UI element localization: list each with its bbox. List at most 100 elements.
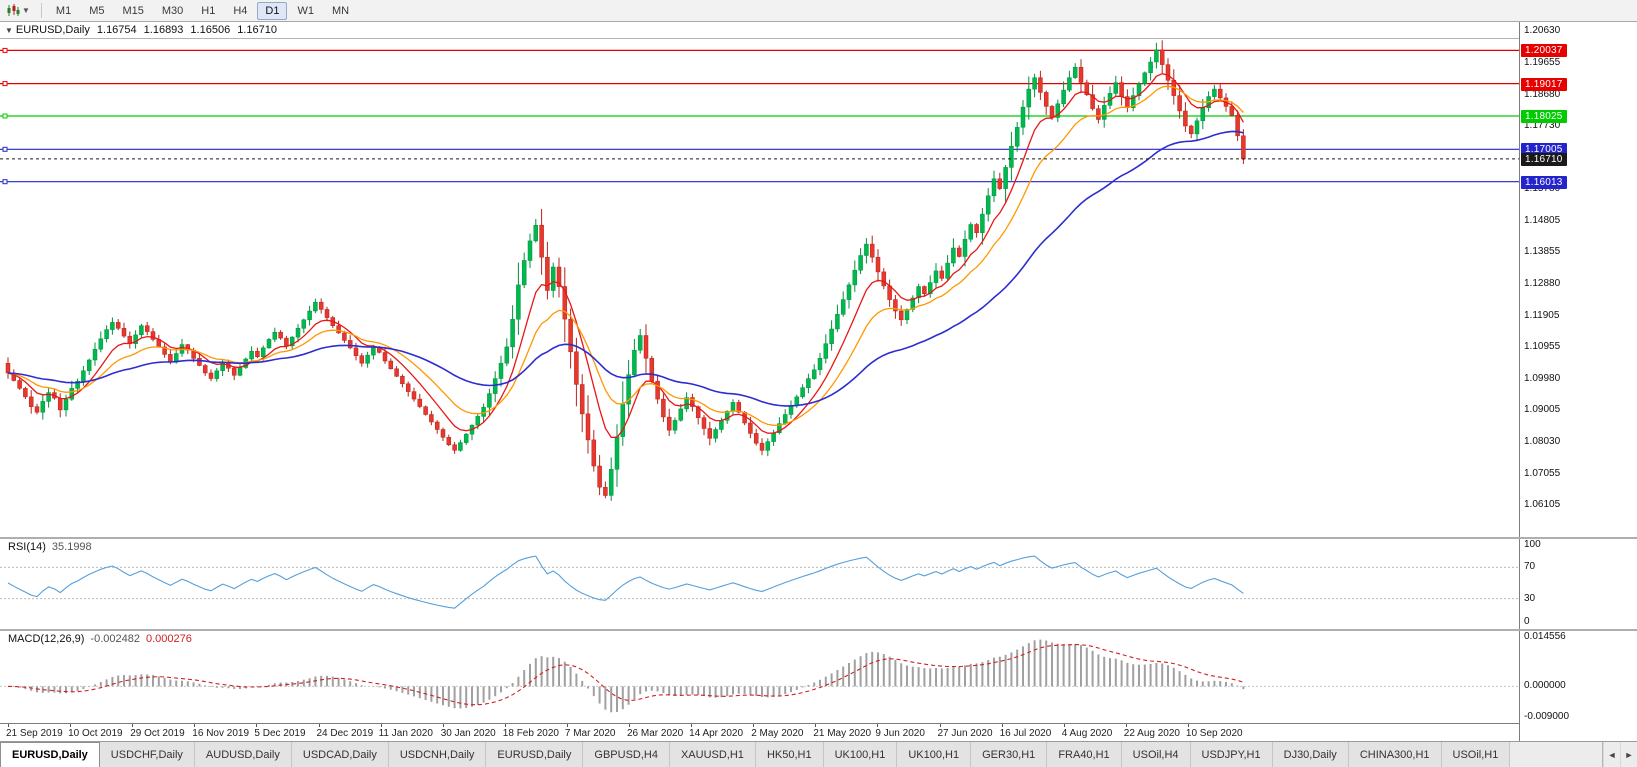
date-tick <box>132 724 134 727</box>
main-chart-plot-area[interactable]: ▼ EURUSD,Daily 1.16754 1.16893 1.16506 1… <box>0 22 1520 537</box>
timeframe-button-M30[interactable]: M30 <box>161 4 184 17</box>
chart-tabs-bar: EURUSD,Daily USDCHF,Daily AUDUSD,Daily USDC… <box>0 741 1637 767</box>
rsi-axis-label: 0 <box>1524 616 1530 627</box>
tab-USDCHF,Daily[interactable]: USDCHF,Daily <box>99 742 195 767</box>
time-axis-row: 21 Sep 2019 10 Oct 2019 29 Oct 2019 16 Nov … <box>0 723 1637 741</box>
tab-GER30,H1[interactable]: GER30,H1 <box>971 742 1048 767</box>
tab-USDCAD,Daily[interactable]: USDCAD,Daily <box>291 742 389 767</box>
timeframe-button-H4[interactable]: H4 <box>233 4 248 17</box>
tab-CHINA300,H1[interactable]: CHINA300,H1 <box>1348 742 1442 767</box>
date-label: 4 Aug 2020 <box>1061 728 1113 739</box>
date-label: 16 Nov 2019 <box>192 728 250 739</box>
price-axis-label: 1.19655 <box>1524 56 1561 68</box>
tab-XAUUSD,H1[interactable]: XAUUSD,H1 <box>669 742 756 767</box>
rsi-axis-label: 30 <box>1524 592 1536 604</box>
pane-splitter-macd[interactable] <box>0 629 1637 631</box>
price-axis-label: 1.15780 <box>1524 183 1561 195</box>
timeframe-button-H1[interactable]: H1 <box>201 4 216 17</box>
price-axis-label: 1.14805 <box>1524 215 1561 227</box>
date-label: 16 Jul 2020 <box>999 728 1052 739</box>
macd-name: MACD(12,26,9) <box>8 633 85 645</box>
ohlc-open-value: 1.16754 <box>96 24 137 36</box>
tab-GBPUSD,H4[interactable]: GBPUSD,H4 <box>583 742 670 767</box>
price-line-badge-1.16013: 1.16013 <box>1521 175 1567 189</box>
time-axis[interactable]: 21 Sep 2019 10 Oct 2019 29 Oct 2019 16 Nov … <box>0 723 1520 741</box>
date-label: 21 Sep 2019 <box>6 728 63 739</box>
date-tick <box>815 724 817 727</box>
tab-HK50,H1[interactable]: HK50,H1 <box>755 742 824 767</box>
rsi-chart[interactable] <box>0 539 1519 629</box>
tab-scroll-right-button[interactable]: ► <box>1620 742 1637 767</box>
tab-USDCNH,Daily[interactable]: USDCNH,Daily <box>388 742 487 767</box>
tab-UK100,H1[interactable]: UK100,H1 <box>823 742 898 767</box>
candlestick-chart[interactable] <box>0 22 1519 537</box>
tab-scroll-left-button[interactable]: ◄ <box>1603 742 1620 767</box>
main-chart-pane: ▼ EURUSD,Daily 1.16754 1.16893 1.16506 1… <box>0 22 1637 537</box>
tab-EURUSD,Daily[interactable]: EURUSD,Daily <box>0 742 100 767</box>
timeframe-button-MN[interactable]: MN <box>331 4 350 17</box>
chart-type-caret-icon[interactable]: ▼ <box>22 6 30 15</box>
date-label: 24 Dec 2019 <box>316 728 374 739</box>
rsi-axis-label: 70 <box>1524 561 1536 573</box>
price-axis-label: 1.09980 <box>1524 372 1561 384</box>
date-tick <box>753 724 755 727</box>
date-tick <box>504 724 506 727</box>
tab-FRA40,H1[interactable]: FRA40,H1 <box>1047 742 1122 767</box>
rsi-axis[interactable]: 100 70 30 0 <box>1520 539 1637 629</box>
price-axis-label: 1.09005 <box>1524 404 1561 416</box>
tab-USOil,H1[interactable]: USOil,H1 <box>1441 742 1511 767</box>
date-tick <box>1187 724 1189 727</box>
date-label: 9 Jun 2020 <box>875 728 925 739</box>
price-line-badge-1.18025: 1.18025 <box>1521 110 1567 124</box>
date-label: 10 Sep 2020 <box>1185 728 1243 739</box>
date-label: 5 Dec 2019 <box>254 728 306 739</box>
date-tick <box>442 724 444 727</box>
timeframe-button-M5[interactable]: M5 <box>89 4 105 17</box>
macd-axis-label: 0.014556 <box>1524 631 1566 642</box>
macd-signal-value: 0.000276 <box>145 633 192 645</box>
macd-axis[interactable]: 0.014556 0.000000 -0.009000 <box>1520 631 1637 723</box>
price-line-badge-1.20037: 1.20037 <box>1521 44 1567 58</box>
rsi-current-value: 35.1998 <box>51 541 92 553</box>
date-tick <box>629 724 630 727</box>
tab-USDJPY,H1[interactable]: USDJPY,H1 <box>1190 742 1273 767</box>
date-label: 26 Mar 2020 <box>627 728 684 739</box>
macd-chart[interactable] <box>0 631 1519 723</box>
chart-symbol-label: EURUSD,Daily <box>15 24 90 36</box>
date-label: 27 Jun 2020 <box>937 728 993 739</box>
price-axis-label: 1.17730 <box>1524 119 1561 131</box>
tab-AUDUSD,Daily[interactable]: AUDUSD,Daily <box>194 742 292 767</box>
date-tick <box>8 724 9 727</box>
timeframe-button-W1[interactable]: W1 <box>297 4 314 17</box>
pane-splitter-rsi[interactable] <box>0 537 1637 539</box>
tab-UK100,H1[interactable]: UK100,H1 <box>897 742 972 767</box>
toolbar-separator <box>40 3 42 18</box>
rsi-indicator-label: RSI(14) 35.1998 <box>6 541 94 553</box>
date-label: 18 Feb 2020 <box>502 728 559 739</box>
timeframe-buttons-group: M1 M5 M15 M30 H1 H4 D1 W1 MN <box>47 1 358 20</box>
date-label: 21 May 2020 <box>813 728 872 739</box>
tab-DJ30,Daily[interactable]: DJ30,Daily <box>1272 742 1349 767</box>
collapse-chart-icon[interactable]: ▼ <box>5 25 13 35</box>
price-axis-label: 1.10955 <box>1524 340 1561 352</box>
date-label: 2 May 2020 <box>751 728 804 739</box>
macd-plot-area[interactable]: MACD(12,26,9) -0.002482 0.000276 <box>0 631 1520 723</box>
chart-type-icon[interactable] <box>5 4 21 18</box>
date-tick <box>318 724 320 727</box>
tab-EURUSD,Daily[interactable]: EURUSD,Daily <box>486 742 584 767</box>
timeframe-button-M1[interactable]: M1 <box>55 4 72 17</box>
tab-USOil,H4[interactable]: USOil,H4 <box>1121 742 1191 767</box>
timeframe-button-D1[interactable]: D1 <box>257 1 288 20</box>
timeframe-button-M15[interactable]: M15 <box>122 4 144 17</box>
rsi-name: RSI(14) <box>8 541 46 553</box>
price-axis[interactable]: 1.206301.196551.186801.177301.167551.157… <box>1520 22 1637 537</box>
rsi-plot-area[interactable]: RSI(14) 35.1998 <box>0 539 1520 629</box>
date-label: 14 Apr 2020 <box>689 728 744 739</box>
date-label: 10 Oct 2019 <box>68 728 123 739</box>
date-label: 30 Jan 2020 <box>440 728 496 739</box>
date-tick <box>877 724 879 727</box>
price-axis-label: 1.08030 <box>1524 436 1561 448</box>
price-axis-label: 1.06105 <box>1524 499 1561 511</box>
price-line-badge-1.19017: 1.19017 <box>1521 77 1567 91</box>
